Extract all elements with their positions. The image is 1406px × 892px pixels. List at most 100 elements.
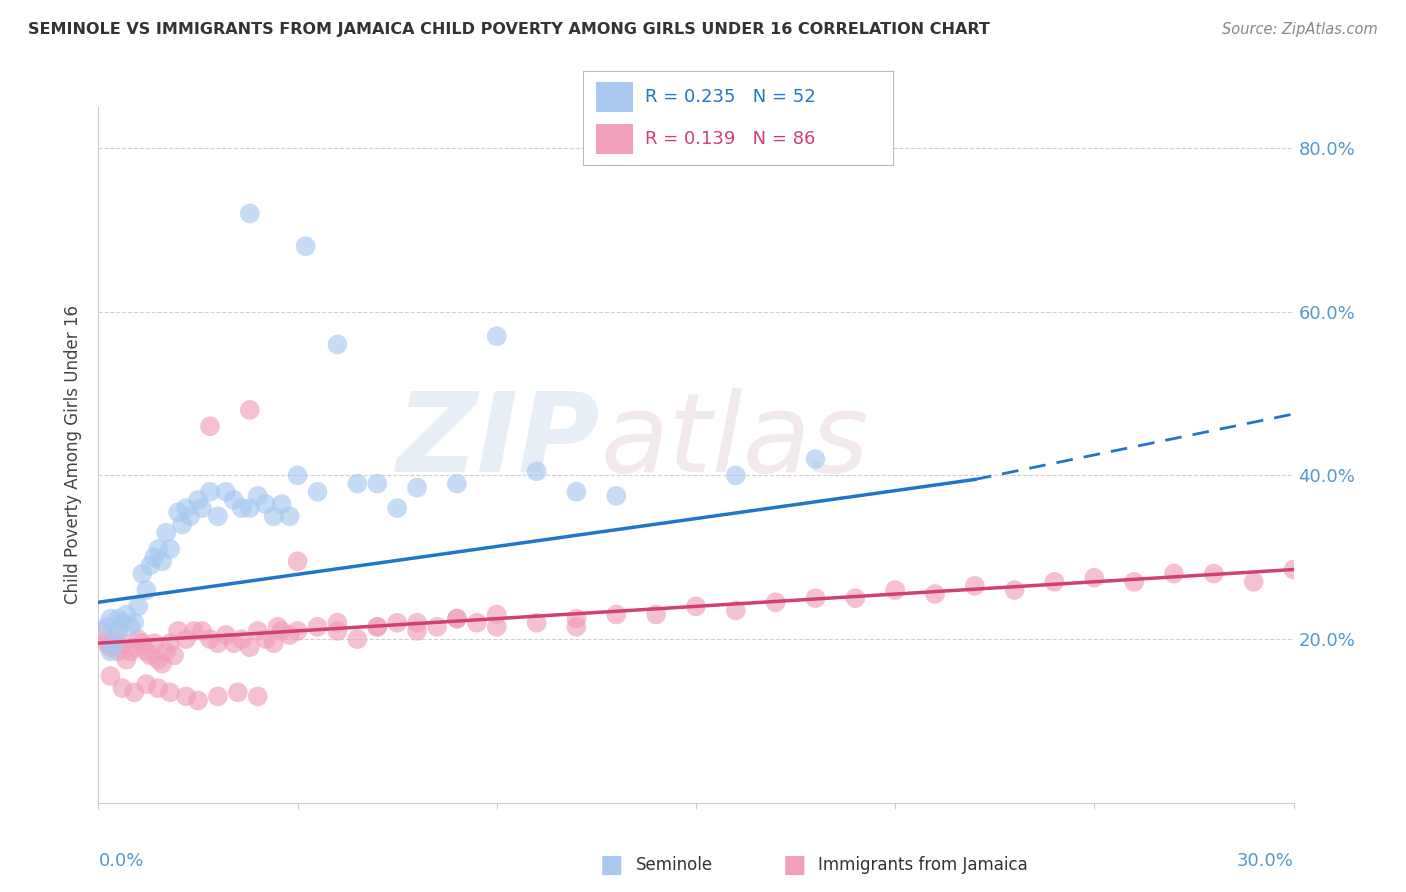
Point (100, 644, 122, 658)
Point (120, 620, 142, 634)
Point (287, 624, 309, 638)
Point (131, 636, 153, 650)
Point (844, 591, 866, 606)
Point (103, 636, 125, 650)
Point (446, 612, 468, 626)
Point (924, 587, 946, 601)
Point (294, 239, 316, 253)
Point (148, 542, 170, 557)
Point (159, 636, 181, 650)
Point (267, 620, 290, 634)
Point (270, 497, 292, 511)
Point (239, 206, 262, 220)
Point (222, 636, 245, 650)
Point (167, 624, 190, 638)
Point (485, 607, 508, 622)
Point (143, 550, 166, 565)
Point (183, 624, 205, 638)
Point (135, 582, 157, 597)
Point (124, 615, 146, 630)
Point (685, 599, 707, 614)
Point (346, 476, 368, 491)
Point (263, 509, 285, 524)
Point (263, 636, 285, 650)
Text: 0.0%: 0.0% (98, 852, 143, 870)
Point (198, 484, 221, 499)
Point (231, 501, 253, 516)
Point (222, 492, 245, 507)
Point (100, 612, 122, 626)
Point (426, 620, 449, 634)
Point (215, 484, 238, 499)
Point (270, 624, 292, 638)
Point (207, 690, 229, 704)
Point (963, 579, 986, 593)
Point (446, 612, 468, 626)
Point (111, 615, 134, 630)
Point (111, 636, 134, 650)
Point (150, 554, 173, 568)
Point (278, 509, 301, 524)
Point (174, 632, 197, 646)
Point (124, 640, 146, 655)
Point (135, 677, 157, 691)
Point (107, 612, 129, 626)
Point (115, 652, 138, 666)
Text: SEMINOLE VS IMMIGRANTS FROM JAMAICA CHILD POVERTY AMONG GIRLS UNDER 16 CORRELATI: SEMINOLE VS IMMIGRANTS FROM JAMAICA CHIL… (28, 22, 990, 37)
Point (174, 501, 197, 516)
Point (96, 636, 118, 650)
FancyBboxPatch shape (596, 124, 633, 153)
Point (187, 693, 209, 707)
Point (127, 632, 149, 646)
Point (150, 657, 173, 671)
Point (198, 632, 221, 646)
Point (167, 505, 190, 519)
Text: ZIP: ZIP (396, 387, 600, 494)
Point (804, 591, 827, 606)
Point (385, 615, 409, 630)
Point (724, 603, 747, 617)
Point (246, 489, 269, 503)
Point (326, 624, 349, 638)
Point (239, 501, 262, 516)
Point (91, 624, 114, 638)
Point (139, 558, 162, 573)
Point (565, 620, 588, 634)
Point (246, 690, 269, 704)
Point (107, 644, 129, 658)
Point (385, 501, 409, 516)
Point (485, 329, 508, 343)
Point (254, 632, 277, 646)
Point (326, 615, 349, 630)
Point (246, 624, 269, 638)
Point (1163, 566, 1185, 581)
Text: atlas: atlas (600, 387, 869, 494)
Point (307, 620, 329, 634)
Point (103, 632, 125, 646)
Point (187, 492, 209, 507)
Point (239, 403, 262, 417)
Point (1083, 571, 1105, 585)
Point (139, 648, 162, 663)
Point (207, 509, 229, 524)
Point (215, 628, 238, 642)
Point (366, 476, 388, 491)
Point (127, 599, 149, 614)
Point (135, 644, 157, 658)
Point (163, 648, 186, 663)
Text: Source: ZipAtlas.com: Source: ZipAtlas.com (1222, 22, 1378, 37)
Point (406, 624, 429, 638)
Point (346, 632, 368, 646)
Text: Immigrants from Jamaica: Immigrants from Jamaica (818, 856, 1028, 874)
Point (100, 640, 122, 655)
Text: ■: ■ (783, 854, 806, 877)
Point (155, 525, 177, 540)
Point (155, 644, 177, 658)
Point (1004, 582, 1026, 597)
Point (207, 636, 229, 650)
Point (172, 517, 194, 532)
Point (765, 595, 787, 609)
Point (406, 615, 429, 630)
Point (191, 501, 214, 516)
Point (198, 419, 221, 434)
